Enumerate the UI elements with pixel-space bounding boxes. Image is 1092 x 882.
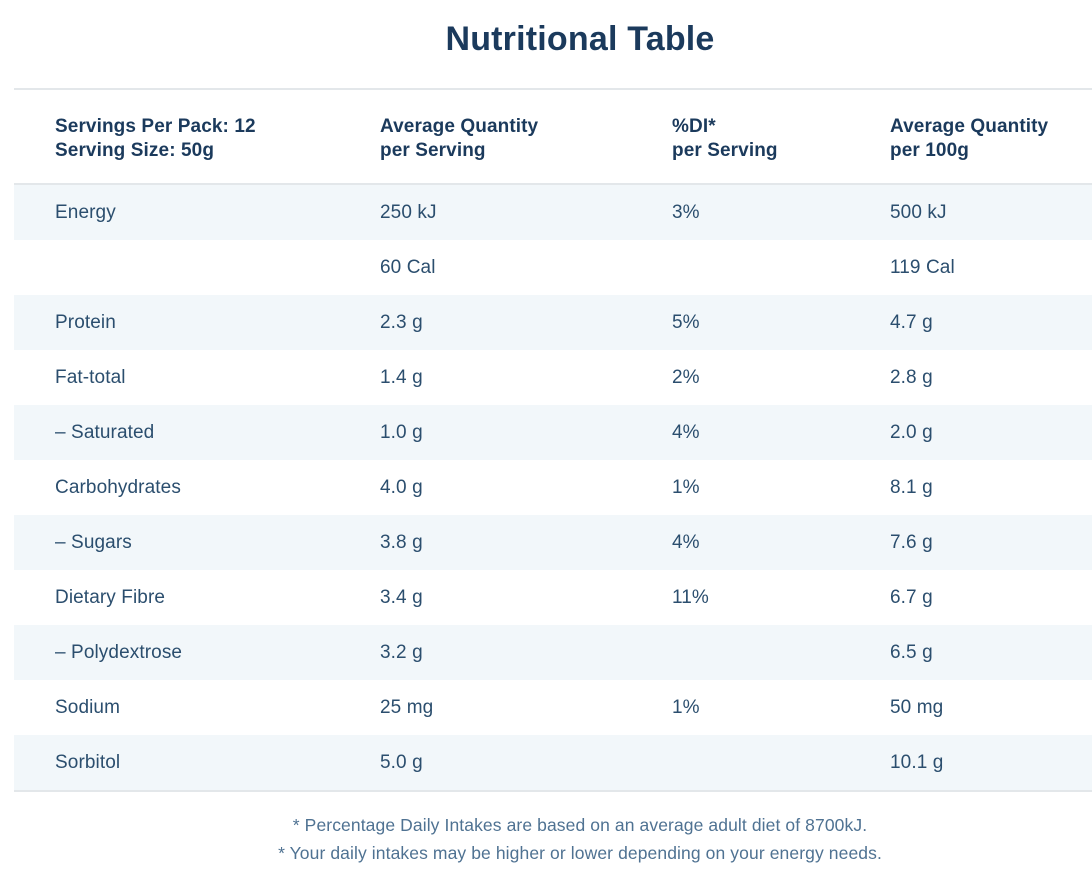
per-100g-cell: 119 Cal — [890, 256, 955, 278]
table-row: – Sugars 3.8 g 4% 7.6 g — [14, 515, 1092, 570]
footnotes: * Percentage Daily Intakes are based on … — [14, 812, 1092, 867]
nutrient-name-cell: Sorbitol — [55, 751, 121, 773]
footnote-daily-intake-basis: * Percentage Daily Intakes are based on … — [292, 815, 868, 835]
per-serving-cell: 5.0 g — [380, 751, 423, 773]
di-per-serving-cell: 1% — [672, 476, 700, 498]
nutrient-name-cell: Protein — [55, 311, 116, 333]
di-per-serving-cell: 3% — [672, 201, 700, 223]
per-100g-cell: 2.8 g — [890, 366, 933, 388]
table-row: – Saturated 1.0 g 4% 2.0 g — [14, 405, 1092, 460]
nutrient-name-cell: Sodium — [55, 696, 121, 718]
header-serving-info: Servings Per Pack: 12 Serving Size: 50g — [55, 115, 380, 183]
header-di-per-serving-line1: %DI* — [672, 116, 716, 137]
per-serving-cell: 1.4 g — [380, 366, 423, 388]
header-di-per-serving: %DI* per Serving — [672, 115, 890, 183]
nutrient-name-cell: – Saturated — [55, 421, 155, 443]
per-serving-cell: 3.2 g — [380, 641, 423, 663]
per-100g-cell: 8.1 g — [890, 476, 933, 498]
table-row: Sodium 25 mg 1% 50 mg — [14, 680, 1092, 735]
footnote-energy-needs: * Your daily intakes may be higher or lo… — [278, 842, 882, 863]
per-100g-cell: 6.7 g — [890, 586, 933, 608]
nutrient-name-cell: Carbohydrates — [55, 476, 181, 498]
table-row: Fat-total 1.4 g 2% 2.8 g — [14, 350, 1092, 405]
per-100g-cell: 500 kJ — [890, 201, 947, 223]
table-row: Energy 250 kJ 3% 500 kJ — [14, 185, 1092, 240]
header-avg-qty-per-serving: Average Quantity per Serving — [380, 115, 672, 183]
per-100g-cell: 50 mg — [890, 696, 944, 718]
nutrient-name-cell: – Polydextrose — [55, 641, 183, 663]
nutrient-name-cell: Dietary Fibre — [55, 586, 166, 608]
table-body: Energy 250 kJ 3% 500 kJ 60 Cal 119 Cal P… — [14, 185, 1092, 792]
per-serving-cell: 4.0 g — [380, 476, 423, 498]
per-100g-cell: 10.1 g — [890, 751, 944, 773]
per-100g-cell: 6.5 g — [890, 641, 933, 663]
table-row: Carbohydrates 4.0 g 1% 8.1 g — [14, 460, 1092, 515]
header-avg-qty-per-100g-line2: per 100g — [890, 140, 969, 161]
table-row: 60 Cal 119 Cal — [14, 240, 1092, 295]
header-avg-qty-per-serving-line2: per Serving — [380, 140, 486, 161]
nutrient-name-cell: – Sugars — [55, 531, 132, 553]
table-row: Dietary Fibre 3.4 g 11% 6.7 g — [14, 570, 1092, 625]
table-row: Sorbitol 5.0 g 10.1 g — [14, 735, 1092, 790]
table-header-row: Servings Per Pack: 12 Serving Size: 50g … — [14, 90, 1092, 185]
per-serving-cell: 2.3 g — [380, 311, 423, 333]
header-avg-qty-per-100g: Average Quantity per 100g — [890, 115, 1092, 183]
di-per-serving-cell: 1% — [672, 696, 700, 718]
page-title: Nutritional Table — [445, 20, 715, 58]
di-per-serving-cell: 4% — [672, 531, 700, 553]
per-serving-cell: 60 Cal — [380, 256, 436, 278]
per-100g-cell: 4.7 g — [890, 311, 933, 333]
table-row: Protein 2.3 g 5% 4.7 g — [14, 295, 1092, 350]
per-serving-cell: 1.0 g — [380, 421, 423, 443]
per-serving-cell: 3.8 g — [380, 531, 423, 553]
di-per-serving-cell: 11% — [672, 586, 709, 608]
di-per-serving-cell: 2% — [672, 366, 700, 388]
serving-size-label: Serving Size: 50g — [55, 140, 215, 161]
per-100g-cell: 2.0 g — [890, 421, 933, 443]
per-serving-cell: 250 kJ — [380, 201, 437, 223]
di-per-serving-cell: 5% — [672, 311, 700, 333]
di-per-serving-cell: 4% — [672, 421, 700, 443]
per-serving-cell: 3.4 g — [380, 586, 423, 608]
header-avg-qty-per-serving-line1: Average Quantity — [380, 116, 539, 137]
per-serving-cell: 25 mg — [380, 696, 434, 718]
nutrient-name-cell: Energy — [55, 201, 116, 223]
table-row: – Polydextrose 3.2 g 6.5 g — [14, 625, 1092, 680]
content-container: Nutritional Table Servings Per Pack: 12 … — [14, 0, 1092, 867]
per-100g-cell: 7.6 g — [890, 531, 933, 553]
nutrient-name-cell: Fat-total — [55, 366, 126, 388]
header-avg-qty-per-100g-line1: Average Quantity — [890, 116, 1049, 137]
nutrition-table: Servings Per Pack: 12 Serving Size: 50g … — [14, 88, 1092, 792]
servings-per-pack-label: Servings Per Pack: 12 — [55, 116, 256, 137]
header-di-per-serving-line2: per Serving — [672, 140, 778, 161]
